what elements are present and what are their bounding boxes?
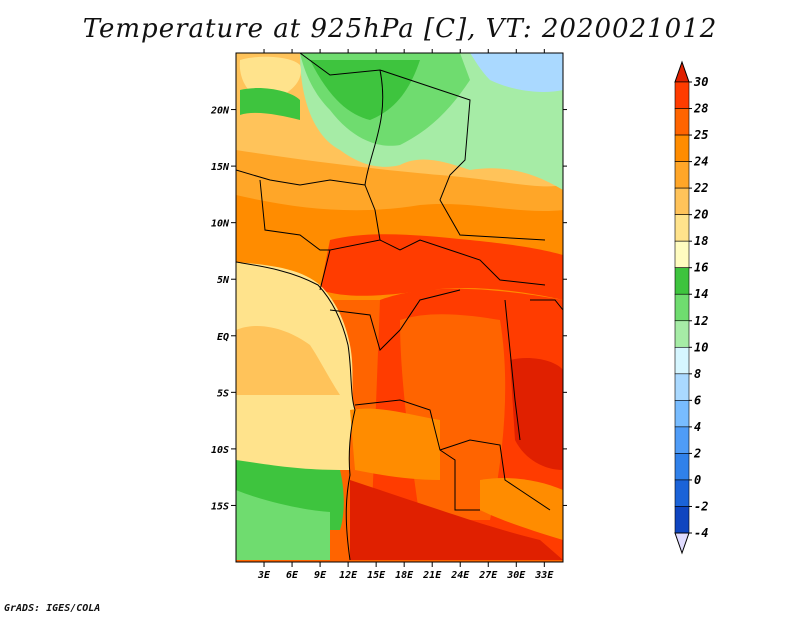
colorbar-swatch (675, 321, 689, 348)
colorbar-label: 16 (694, 261, 708, 275)
colorbar-top-arrow (675, 62, 689, 82)
colorbar-label: 8 (694, 367, 701, 381)
lon-tick-label: 12E (339, 570, 358, 581)
colorbar-label: 2 (693, 446, 701, 460)
colorbar-swatch (675, 427, 689, 454)
lat-tick-label: 5S (217, 388, 229, 399)
lon-tick-label: 30E (506, 570, 526, 581)
lat-tick-label: 5N (217, 275, 230, 286)
colorbar-label: 20 (693, 208, 708, 222)
colorbar-label: 22 (693, 181, 708, 195)
colorbar-swatch (675, 294, 689, 321)
colorbar-swatch (675, 135, 689, 162)
lon-tick-label: 33E (534, 570, 554, 581)
colorbar-label: 25 (693, 128, 708, 142)
colorbar-swatch (675, 453, 689, 480)
colorbar-label: 10 (694, 340, 708, 354)
lon-tick-label: 6E (286, 570, 299, 581)
lon-tick-label: 24E (450, 570, 470, 581)
colorbar-swatch (675, 347, 689, 374)
colorbar-swatch (675, 109, 689, 136)
colorbar-label: -2 (694, 499, 708, 513)
lon-tick-label: 9E (314, 570, 327, 581)
colorbar-label: 24 (693, 155, 708, 169)
lat-tick-label: 15N (211, 162, 230, 173)
colorbar-swatch (675, 374, 689, 401)
colorbar-label: 0 (694, 473, 701, 487)
colorbar-swatch (675, 82, 689, 109)
colorbar-bottom-arrow (675, 533, 689, 553)
lat-tick-label: 20N (210, 106, 230, 117)
colorbar-label: 12 (694, 314, 708, 328)
lon-tick-label: 3E (257, 570, 271, 581)
colorbar-label: 30 (693, 75, 708, 89)
colorbar-swatch (675, 400, 689, 427)
colorbar-label: 4 (694, 420, 701, 434)
lon-tick-label: 18E (395, 570, 414, 581)
colorbar-label: 28 (693, 102, 708, 116)
lon-tick-label: 27E (478, 570, 498, 581)
lat-tick-label: 10S (211, 445, 229, 456)
lat-tick-label: 15S (211, 501, 229, 512)
credit-text: GrADS: IGES/COLA (4, 603, 100, 614)
lat-tick-label: EQ (217, 332, 229, 343)
colorbar-label: 14 (694, 287, 708, 301)
colorbar-swatch (675, 506, 689, 533)
colorbar-label: -4 (694, 526, 708, 540)
colorbar-swatch (675, 215, 689, 242)
colorbar-label: 18 (694, 234, 708, 248)
colorbar-label: 6 (694, 393, 701, 407)
colorbar-swatch (675, 241, 689, 268)
lon-tick-label: 15E (367, 570, 386, 581)
colorbar-swatch (675, 480, 689, 507)
colorbar-swatch (675, 162, 689, 189)
colorbar-swatch (675, 188, 689, 215)
lon-tick-label: 21E (422, 570, 442, 581)
colorbar-swatch (675, 268, 689, 295)
lat-tick-label: 10N (211, 219, 230, 230)
